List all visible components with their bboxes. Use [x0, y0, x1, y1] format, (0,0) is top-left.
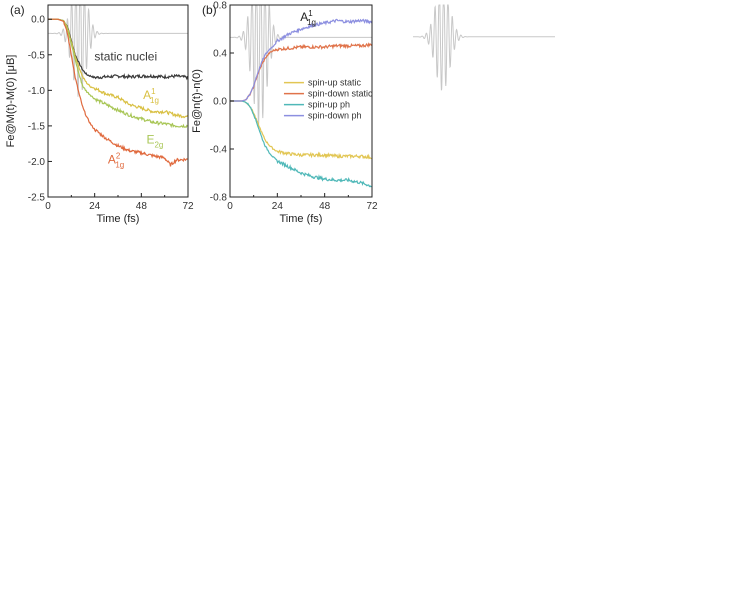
y-tick-label: 0.4: [213, 49, 227, 60]
legend-label: spin-up static: [308, 78, 362, 88]
x-tick-label: 0: [227, 201, 233, 212]
y-tick-label: 0.8: [213, 1, 227, 12]
series-line-spin-down-ph: [230, 18, 373, 102]
chart-panel-a: 0 24 48 72 0.0 -0.5 -1.0 -1.5 -2.0 -2.5 Time (fs) F…: [5, 3, 194, 225]
chart-panel-b: 0 24 48 72 -0.8 -0.4 0.0 0.4 0.8 Time (fs) Fe@n(t)…: [191, 1, 378, 226]
y-tick-label: 0.0: [31, 15, 45, 26]
legend-label: spin-down static: [308, 89, 373, 99]
chart-panel-c: [413, 4, 555, 91]
legend-label: spin-up ph: [308, 100, 350, 110]
x-axis-label: Time (fs): [280, 213, 323, 225]
series-annotation: E2g: [146, 133, 163, 150]
y-tick-label: -2.0: [28, 157, 46, 168]
annotation-sup: 1: [151, 87, 156, 96]
annotation-sup: 2: [116, 152, 121, 161]
y-tick-label: -1.5: [28, 121, 46, 132]
series-annotation: static nuclei: [94, 49, 157, 63]
panel-label: (a): [10, 3, 25, 17]
annotation-sub: 1g: [115, 161, 124, 170]
laser-pulse-line: [413, 4, 555, 91]
annotation-sub: 1g: [150, 96, 159, 105]
y-tick-label: -2.5: [28, 193, 46, 204]
legend-label: spin-down ph: [308, 111, 362, 121]
x-tick-label: 72: [366, 201, 378, 212]
y-tick-label: -1.0: [28, 86, 46, 97]
x-tick-label: 0: [45, 201, 51, 212]
series-line-spin-up-ph: [230, 100, 372, 188]
x-tick-label: 72: [182, 201, 194, 212]
x-tick-label: 48: [319, 201, 331, 212]
panel-label: (b): [202, 3, 217, 17]
title-sub: 1g: [307, 18, 316, 27]
annotation-text: E: [146, 133, 154, 147]
x-axis-label: Time (fs): [97, 213, 140, 225]
series-line-a1g-2: [48, 18, 188, 167]
annotation-text: A: [143, 88, 151, 102]
title-sup: 1: [308, 9, 313, 18]
y-tick-label: 0.0: [213, 97, 227, 108]
y-axis-label: Fe@M(t)-M(0) [μB]: [5, 55, 17, 148]
series-line-e2g: [48, 18, 188, 129]
y-tick-label: -0.4: [210, 145, 228, 156]
annotation-text: A: [108, 153, 116, 167]
chart-title: A1 1g: [300, 9, 316, 27]
y-tick-label: -0.8: [210, 193, 228, 204]
x-tick-label: 24: [272, 201, 284, 212]
title-base: A: [300, 10, 308, 24]
series-annotation: A1 1g: [143, 87, 159, 105]
series-annotation: A2 1g: [108, 152, 124, 170]
annotation-sub: 2g: [154, 141, 163, 150]
y-tick-label: -0.5: [28, 50, 46, 61]
y-axis-label: Fe@n(t)-n(0): [191, 69, 203, 133]
x-tick-label: 48: [136, 201, 148, 212]
annotation-text: static nuclei: [94, 49, 157, 63]
x-tick-label: 24: [89, 201, 101, 212]
